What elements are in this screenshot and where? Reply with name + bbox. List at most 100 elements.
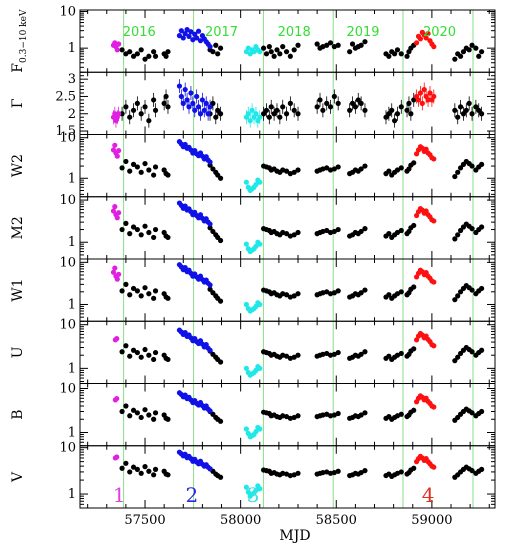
data-point <box>151 356 157 363</box>
data-point <box>479 285 485 292</box>
data-point <box>217 474 224 480</box>
data-point <box>152 288 159 294</box>
data-point <box>165 416 171 422</box>
data-point <box>123 281 129 287</box>
y-axis-label: B <box>10 409 26 419</box>
data-point <box>127 49 133 55</box>
data-point <box>257 426 263 432</box>
data-point <box>186 33 192 39</box>
panel-frame <box>79 9 496 73</box>
data-point <box>210 49 216 55</box>
data-point <box>243 301 249 308</box>
data-point <box>243 426 249 432</box>
data-point <box>130 464 137 470</box>
data-point <box>130 224 137 230</box>
data-point <box>314 104 320 110</box>
data-point <box>152 53 159 59</box>
data-point <box>452 297 458 303</box>
x-axis-label: MJD <box>279 528 310 544</box>
data-point <box>201 107 207 113</box>
data-point <box>452 56 458 62</box>
data-point <box>114 336 120 342</box>
y-tick-label: 1 <box>68 171 76 186</box>
y-tick-label: 10 <box>59 318 76 333</box>
data-point <box>217 45 224 51</box>
data-point <box>349 41 356 47</box>
data-point <box>176 83 183 89</box>
data-point <box>479 161 485 167</box>
data-point <box>146 468 152 474</box>
data-point <box>114 47 120 53</box>
data-point <box>347 107 353 113</box>
data-point <box>163 53 169 59</box>
data-point <box>283 292 290 298</box>
y-tick-label: 10 <box>59 255 76 270</box>
data-point <box>295 352 301 358</box>
data-point <box>142 464 148 470</box>
data-point <box>335 349 341 356</box>
data-point <box>165 104 171 110</box>
data-point <box>110 269 117 275</box>
data-point <box>277 51 283 57</box>
data-point <box>411 284 417 290</box>
data-point <box>411 407 417 413</box>
data-point <box>146 412 152 418</box>
data-point <box>335 226 341 233</box>
data-point <box>335 468 341 474</box>
data-point <box>425 30 431 37</box>
data-point <box>243 484 249 490</box>
panel-frame <box>79 134 496 198</box>
flare-label-4: 4 <box>422 483 435 507</box>
data-point <box>425 97 431 103</box>
data-point <box>146 291 152 297</box>
panel-frame <box>79 320 496 384</box>
data-point <box>114 454 120 460</box>
data-point <box>327 104 334 110</box>
data-point <box>431 404 437 410</box>
y-tick-label: 1 <box>68 235 76 250</box>
data-point <box>182 86 188 93</box>
data-point <box>215 107 221 113</box>
data-point <box>152 164 159 170</box>
data-point <box>324 42 330 48</box>
data-point <box>152 466 159 472</box>
data-point <box>423 35 429 41</box>
data-point <box>431 464 437 470</box>
panel-frame <box>79 258 496 322</box>
data-point <box>362 410 368 416</box>
data-point <box>127 292 133 298</box>
flare-label-3: 3 <box>247 483 260 507</box>
data-point <box>116 111 122 117</box>
data-point <box>386 292 392 298</box>
data-point <box>142 285 148 291</box>
data-point <box>127 413 133 419</box>
data-point <box>184 27 190 33</box>
data-point <box>130 53 137 59</box>
year-label: 2017 <box>205 25 238 40</box>
panel--1: 1.5 2 2.5 3 Γ <box>10 71 496 139</box>
data-point <box>406 100 412 106</box>
data-point <box>151 97 157 103</box>
data-point <box>398 104 404 110</box>
data-point <box>134 164 140 170</box>
data-point <box>362 349 368 355</box>
y-axis-label: V <box>10 471 26 483</box>
y-tick-label: 1 <box>68 41 76 56</box>
y-tick-label: 1.5 <box>55 124 76 139</box>
data-point <box>415 97 422 103</box>
data-point <box>260 111 267 117</box>
data-point <box>257 114 263 120</box>
data-point <box>192 107 198 113</box>
data-point <box>257 486 263 492</box>
data-point <box>314 41 320 47</box>
panel-w2-2: 1 10 W2 <box>10 131 496 198</box>
data-point <box>138 414 144 421</box>
y-tick-label: 10 <box>59 382 76 397</box>
data-point <box>283 353 290 359</box>
data-point <box>268 49 274 55</box>
data-point <box>358 100 364 106</box>
data-point <box>119 288 125 294</box>
data-point <box>165 356 171 363</box>
data-point <box>362 468 368 474</box>
data-point <box>358 469 364 476</box>
